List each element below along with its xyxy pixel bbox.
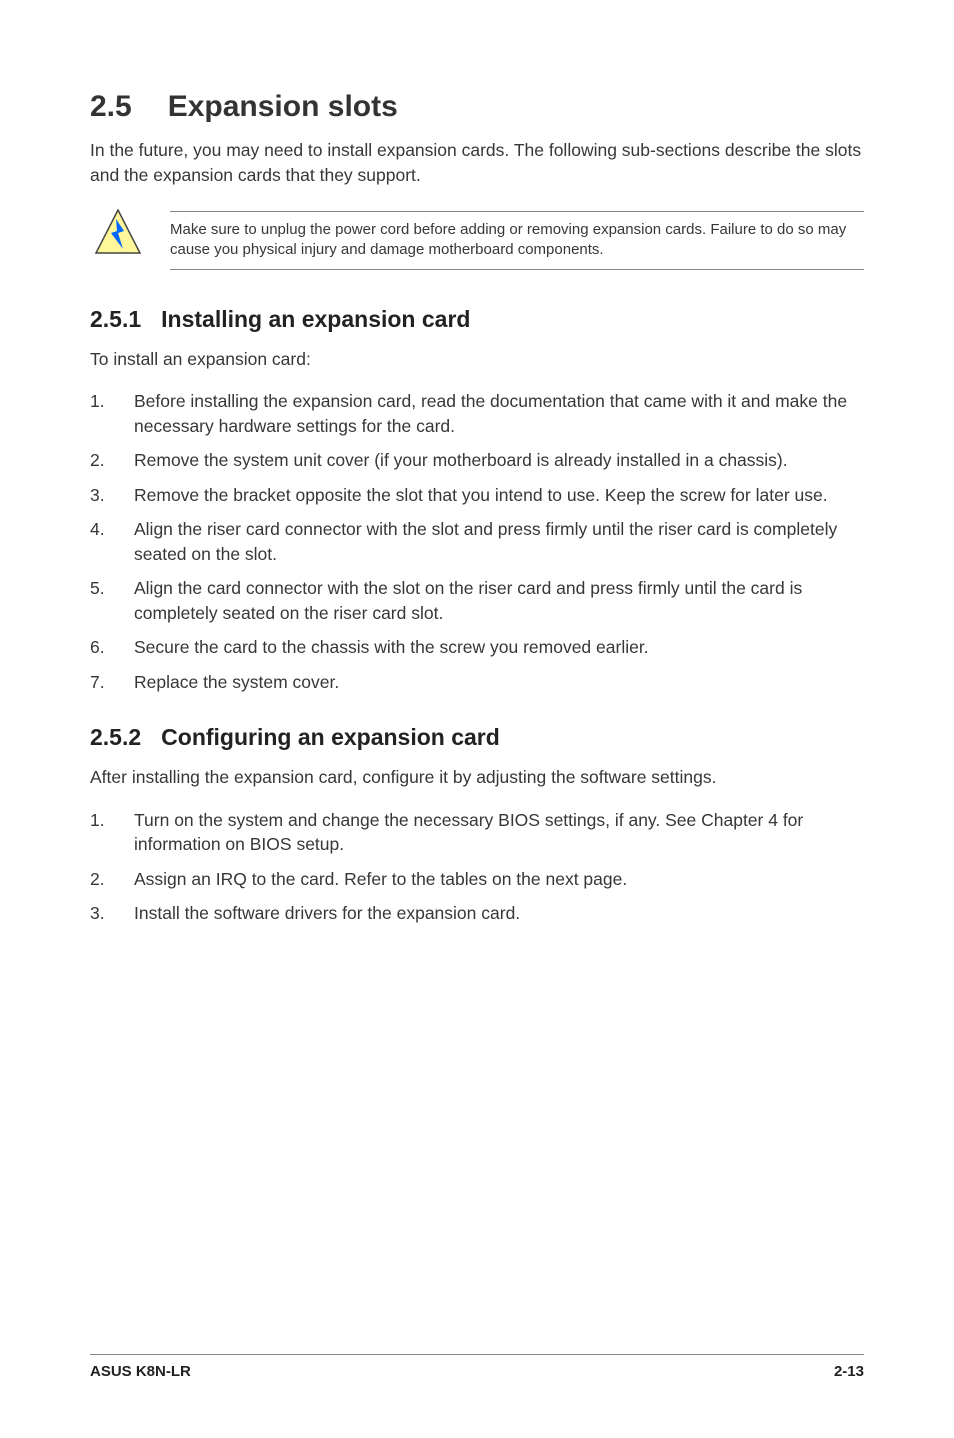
section-heading: 2.5 Expansion slots [90,90,864,124]
section-intro: In the future, you may need to install e… [90,138,864,187]
list-item: Remove the bracket opposite the slot tha… [90,483,864,508]
list-item: Secure the card to the chassis with the … [90,635,864,660]
footer-right: 2-13 [834,1363,864,1380]
subsection-lead: To install an expansion card: [90,347,864,372]
list-item: Remove the system unit cover (if your mo… [90,448,864,473]
subsection-title: Configuring an expansion card [161,724,500,750]
warning-text: Make sure to unplug the power cord befor… [170,211,864,270]
list-item: Align the riser card connector with the … [90,517,864,566]
section-title: Expansion slots [168,90,398,123]
list-item: Replace the system cover. [90,670,864,695]
list-item: Before installing the expansion card, re… [90,389,864,438]
configure-steps-list: Turn on the system and change the necess… [90,808,864,926]
list-item: Install the software drivers for the exp… [90,901,864,926]
footer-left: ASUS K8N-LR [90,1363,191,1380]
list-item: Turn on the system and change the necess… [90,808,864,857]
list-item: Align the card connector with the slot o… [90,576,864,625]
subsection-title: Installing an expansion card [161,306,470,332]
warning-callout: Make sure to unplug the power cord befor… [90,211,864,270]
section-number: 2.5 [90,90,132,124]
subsection-number: 2.5.1 [90,306,141,333]
subsection-heading: 2.5.2 Configuring an expansion card [90,724,864,751]
warning-icon [94,209,142,260]
subsection-lead: After installing the expansion card, con… [90,765,864,790]
subsection-number: 2.5.2 [90,724,141,751]
subsection-heading: 2.5.1 Installing an expansion card [90,306,864,333]
install-steps-list: Before installing the expansion card, re… [90,389,864,694]
list-item: Assign an IRQ to the card. Refer to the … [90,867,864,892]
page-footer: ASUS K8N-LR 2-13 [90,1354,864,1380]
